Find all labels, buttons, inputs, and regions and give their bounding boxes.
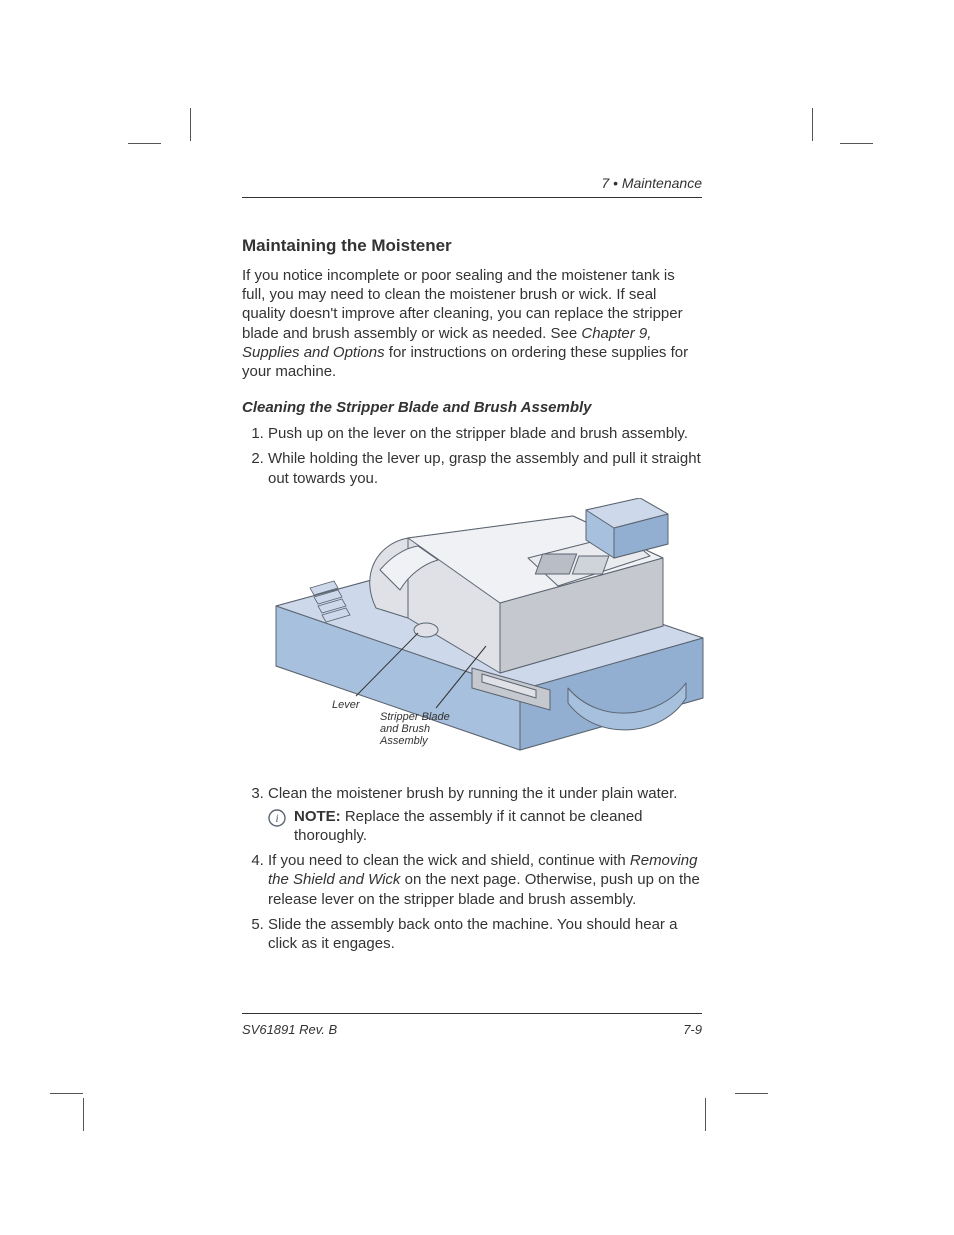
intro-paragraph: If you notice incomplete or poor sealing… [242, 266, 702, 381]
page: 7 • Maintenance Maintaining the Moistene… [0, 0, 954, 1235]
step-1: Push up on the lever on the stripper bla… [268, 424, 702, 443]
header-rule [242, 197, 702, 198]
step-3-text: Clean the moistener brush by running the… [268, 785, 677, 802]
step-5: Slide the assembly back onto the machine… [268, 915, 702, 953]
crop-mark [735, 1093, 768, 1094]
crop-mark [190, 108, 191, 141]
section-title: Maintaining the Moistener [242, 236, 702, 256]
note-text: NOTE: Replace the assembly if it cannot … [294, 807, 702, 845]
footer-rule [242, 1013, 702, 1014]
step-3: Clean the moistener brush by running the… [268, 784, 702, 846]
callout-assembly-label-l1: Stripper Blade [380, 711, 450, 723]
crop-mark [128, 143, 161, 144]
crop-mark [812, 108, 813, 141]
step-4-a: If you need to clean the wick and shield… [268, 852, 630, 869]
machine-figure: Lever Stripper Blade and Brush Assembly [268, 498, 713, 766]
step-2: While holding the lever up, grasp the as… [268, 449, 702, 765]
step-4: If you need to clean the wick and shield… [268, 851, 702, 909]
crop-mark [50, 1093, 83, 1094]
svg-text:Assembly: Assembly [379, 735, 429, 747]
crop-mark [705, 1098, 706, 1131]
steps-list: Push up on the lever on the stripper bla… [242, 424, 702, 953]
crop-mark [83, 1098, 84, 1131]
info-icon: i [268, 809, 286, 827]
callout-lever-label: Lever [332, 699, 361, 711]
content-column: 7 • Maintenance Maintaining the Moistene… [242, 175, 702, 959]
step-2-text: While holding the lever up, grasp the as… [268, 450, 701, 486]
svg-text:i: i [275, 811, 278, 825]
note-row: i NOTE: Replace the assembly if it canno… [268, 807, 702, 845]
subsection-title: Cleaning the Stripper Blade and Brush As… [242, 399, 702, 416]
note-label: NOTE: [294, 808, 341, 825]
svg-text:and Brush: and Brush [380, 723, 430, 735]
crop-mark [840, 143, 873, 144]
note-body: Replace the assembly if it cannot be cle… [294, 808, 643, 844]
footer-right: 7-9 [242, 1022, 702, 1037]
running-header: 7 • Maintenance [242, 175, 702, 191]
